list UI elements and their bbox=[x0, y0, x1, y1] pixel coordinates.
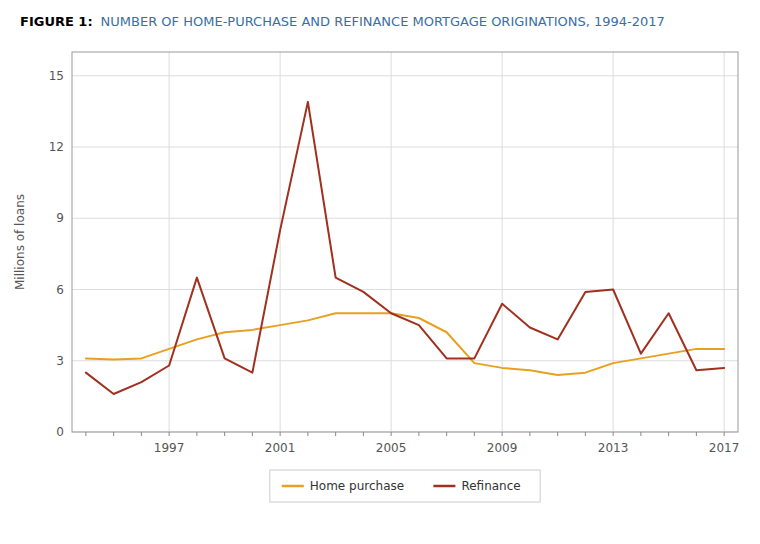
legend: Home purchase Refinance bbox=[270, 470, 540, 502]
x-minor-tick bbox=[196, 432, 197, 436]
x-minor-tick bbox=[668, 432, 669, 436]
x-minor-tick bbox=[169, 432, 170, 436]
y-grid-line bbox=[72, 360, 738, 361]
y-tick-label: 15 bbox=[49, 69, 64, 83]
x-grid-line bbox=[169, 52, 170, 432]
x-minor-tick bbox=[696, 432, 697, 436]
x-tick-label: 2009 bbox=[487, 441, 518, 455]
plot-frame bbox=[72, 52, 738, 432]
y-grid-line bbox=[72, 218, 738, 219]
x-grid-line bbox=[502, 52, 503, 432]
x-minor-tick bbox=[640, 432, 641, 436]
x-minor-tick bbox=[391, 432, 392, 436]
x-minor-tick bbox=[502, 432, 503, 436]
subtitle: NUMBER OF HOME-PURCHASE AND REFINANCE MO… bbox=[101, 14, 665, 29]
y-tick-label: 9 bbox=[56, 211, 64, 225]
x-tick-label: 2017 bbox=[709, 441, 740, 455]
x-minor-tick bbox=[474, 432, 475, 436]
x-minor-tick bbox=[307, 432, 308, 436]
grid bbox=[72, 52, 738, 432]
x-grid-line bbox=[391, 52, 392, 432]
y-tick-label: 6 bbox=[56, 283, 64, 297]
x-tick-label: 1997 bbox=[154, 441, 185, 455]
legend-swatch bbox=[433, 485, 455, 488]
x-minor-tick bbox=[335, 432, 336, 436]
x-grid-line bbox=[280, 52, 281, 432]
x-minor-tick bbox=[613, 432, 614, 436]
x-minor-tick bbox=[724, 432, 725, 436]
lines bbox=[86, 102, 724, 394]
y-grid-line bbox=[72, 289, 738, 290]
legend-swatch bbox=[282, 485, 304, 488]
x-tick-label: 2001 bbox=[265, 441, 296, 455]
x-minor-tick bbox=[557, 432, 558, 436]
x-grid-line bbox=[613, 52, 614, 432]
y-grid-line bbox=[72, 75, 738, 76]
x-minor-tick bbox=[280, 432, 281, 436]
x-tick-label: 2013 bbox=[598, 441, 629, 455]
y-axis-label: Millions of loans bbox=[13, 194, 27, 290]
legend-label: Refinance bbox=[461, 479, 520, 493]
y-grid-line bbox=[72, 147, 738, 148]
x-minor-tick bbox=[252, 432, 253, 436]
series-line bbox=[86, 102, 724, 394]
x-minor-tick bbox=[141, 432, 142, 436]
x-grid-line bbox=[724, 52, 725, 432]
x-minor-tick bbox=[529, 432, 530, 436]
x-tick-label: 2005 bbox=[376, 441, 407, 455]
y-tick-label: 3 bbox=[56, 354, 64, 368]
x-minor-tick bbox=[85, 432, 86, 436]
legend-box bbox=[270, 470, 540, 502]
x-minor-tick bbox=[363, 432, 364, 436]
x-minor-tick bbox=[585, 432, 586, 436]
x-minor-tick bbox=[224, 432, 225, 436]
x-minor-tick bbox=[418, 432, 419, 436]
x-minor-tick bbox=[113, 432, 114, 436]
y-tick-label: 12 bbox=[49, 140, 64, 154]
x-minor-tick bbox=[446, 432, 447, 436]
y-tick-label: 0 bbox=[56, 425, 64, 439]
legend-label: Home purchase bbox=[310, 479, 404, 493]
chart: FIGURE 1:NUMBER OF HOME-PURCHASE AND REF… bbox=[0, 0, 760, 544]
title: FIGURE 1:NUMBER OF HOME-PURCHASE AND REF… bbox=[20, 14, 665, 29]
